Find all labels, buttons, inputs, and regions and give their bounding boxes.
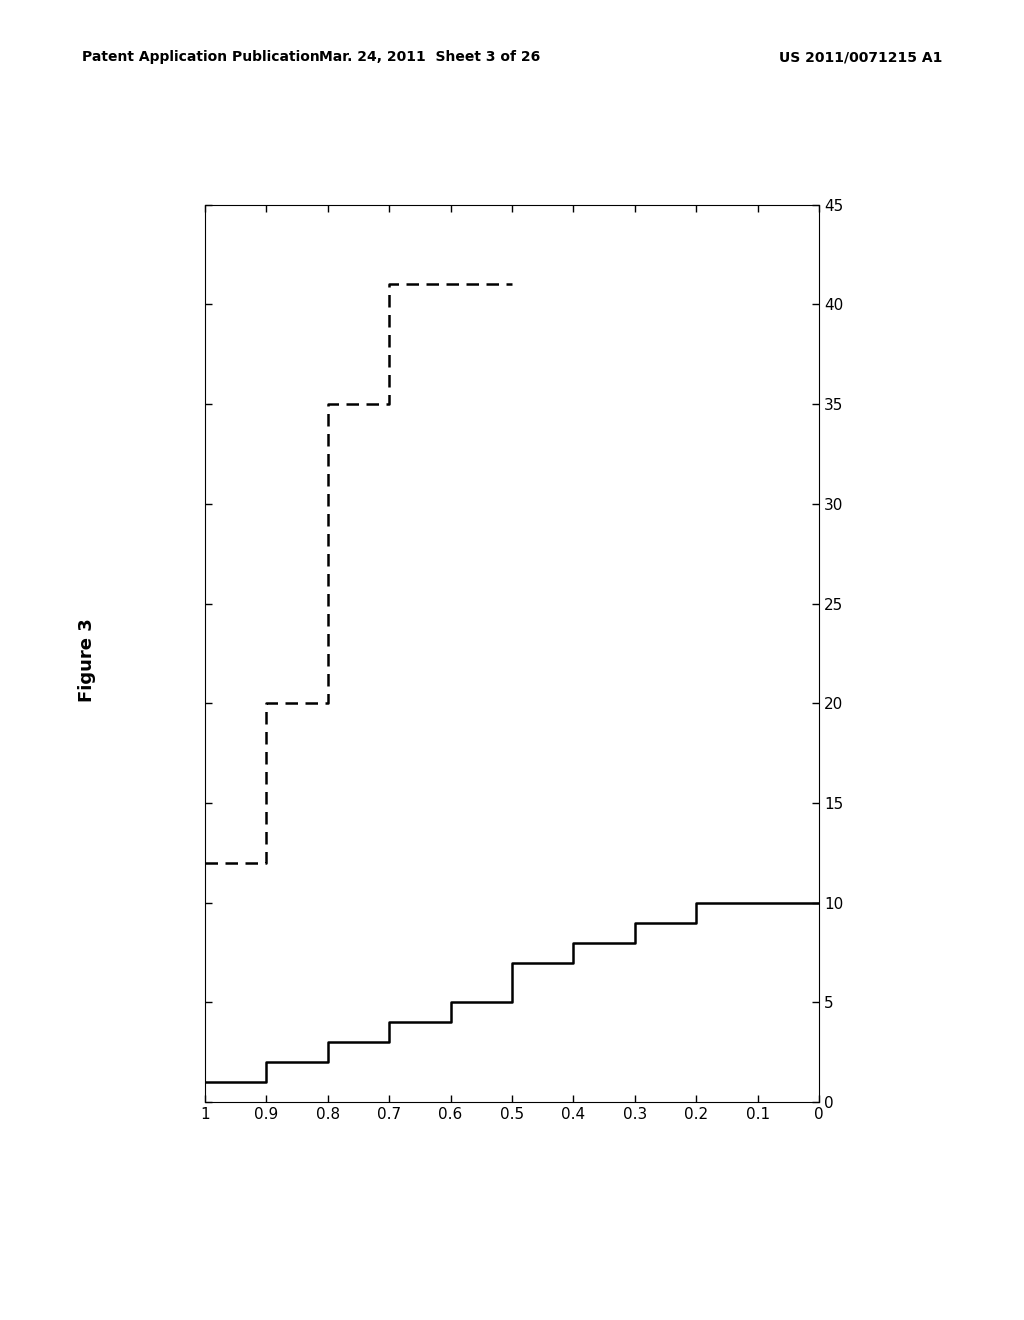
Text: US 2011/0071215 A1: US 2011/0071215 A1: [778, 50, 942, 65]
Text: Figure 3: Figure 3: [78, 618, 96, 702]
Text: Mar. 24, 2011  Sheet 3 of 26: Mar. 24, 2011 Sheet 3 of 26: [319, 50, 541, 65]
Text: Patent Application Publication: Patent Application Publication: [82, 50, 319, 65]
